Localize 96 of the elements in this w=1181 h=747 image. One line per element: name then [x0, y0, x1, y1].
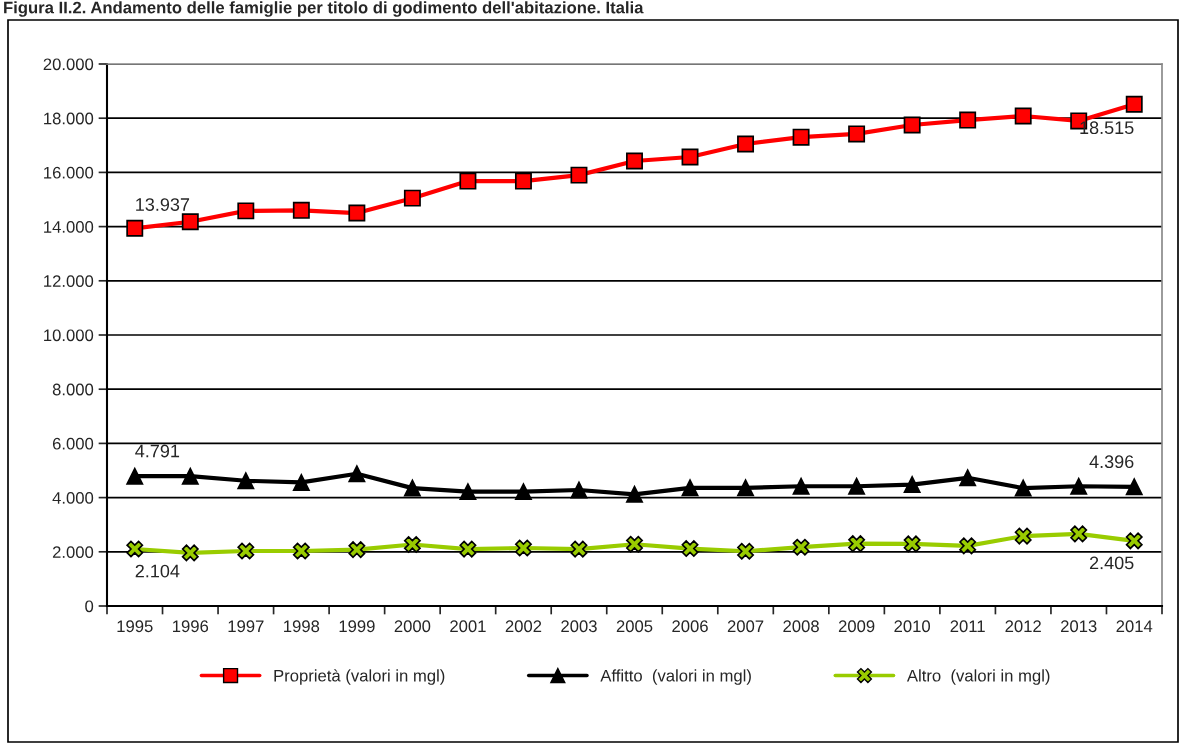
x-tick-label: 2008: [783, 620, 819, 633]
x-tick-label: 1996: [173, 620, 209, 633]
data-label: 18.515: [1080, 121, 1134, 135]
y-tick-label: 14.000: [44, 221, 94, 233]
chart-title: Figura II.2. Andamento delle famiglie per titolo di godimento dell'abitazione. Italia: [4, 1, 644, 17]
point: [126, 540, 144, 558]
y-tick-label: 20.000: [43, 58, 94, 71]
point: [126, 219, 144, 237]
point: [1125, 478, 1143, 496]
point: [292, 542, 310, 560]
x-tick-label: 1998: [284, 620, 320, 633]
point: [126, 467, 144, 485]
point: [459, 483, 477, 501]
point: [681, 148, 699, 166]
point: [1014, 479, 1032, 497]
x-tick-label: 2003: [561, 620, 597, 633]
point: [348, 204, 366, 222]
point: [348, 541, 366, 559]
point: [1125, 532, 1143, 550]
x-tick-label: 2000: [394, 620, 431, 633]
data-label: 2.104: [135, 564, 180, 578]
point: [848, 125, 866, 143]
y-tick-label: 10.000: [44, 329, 94, 342]
legend-label: Altro (valori in mgl): [906, 669, 1050, 685]
y-tick-label: 8.000: [52, 383, 94, 396]
y-tick-label: 2.000: [52, 546, 94, 558]
x-tick-label: 2011: [950, 620, 985, 633]
x-tick-label: 2005: [616, 620, 653, 633]
point: [1014, 107, 1032, 125]
x-tick-label: 2006: [672, 620, 708, 633]
point: [681, 479, 699, 497]
point: [181, 213, 199, 231]
point: [626, 485, 643, 503]
point: [737, 479, 755, 497]
point: [737, 135, 755, 153]
y-tick-label: 4.000: [52, 492, 94, 504]
x-tick-label: 2002: [505, 620, 542, 633]
legend-label: Proprietà (valori in mgl): [274, 669, 445, 685]
x-tick-label: 2014: [1116, 620, 1153, 633]
point: [181, 544, 199, 562]
point: [959, 469, 977, 487]
point: [1070, 477, 1088, 495]
point: [403, 189, 421, 207]
point: [237, 202, 255, 220]
point: [681, 540, 699, 558]
point: [792, 128, 810, 146]
point: [514, 539, 532, 557]
x-tick-label: 2007: [727, 620, 764, 633]
legend-label: Affitto (valori in mgl): [600, 669, 751, 685]
point: [959, 537, 977, 555]
point: [737, 542, 755, 560]
point: [626, 535, 643, 553]
point: [459, 540, 477, 558]
point: [292, 473, 310, 491]
point: [792, 538, 810, 556]
point: [903, 535, 921, 553]
point: [1125, 95, 1143, 113]
y-tick-label: 12.000: [44, 275, 94, 287]
point: [1014, 527, 1032, 545]
x-tick-label: 2013: [1061, 620, 1097, 633]
y-tick-label: 18.000: [44, 112, 94, 125]
point: [570, 481, 588, 499]
data-label: 2.405: [1089, 556, 1134, 570]
point: [903, 476, 921, 494]
data-label: 4.396: [1089, 455, 1134, 469]
x-tick-label: 2009: [838, 620, 875, 633]
point: [570, 166, 588, 184]
point: [1070, 525, 1088, 543]
data-label: 13.937: [136, 198, 190, 211]
point: [348, 465, 366, 483]
x-tick-label: 1999: [339, 620, 375, 633]
y-tick-label: 16.000: [44, 166, 94, 179]
point: [292, 201, 310, 219]
x-tick-label: 2012: [1005, 620, 1041, 633]
data-label: 4.791: [135, 444, 180, 458]
point: [903, 116, 921, 134]
x-tick-label: 2001: [450, 620, 486, 633]
point: [848, 477, 866, 495]
x-tick-label: 2010: [894, 620, 931, 633]
x-tick-label: 1995: [117, 620, 153, 633]
point: [181, 467, 199, 485]
point: [848, 535, 866, 553]
point: [626, 152, 643, 170]
point: [959, 111, 977, 129]
y-tick-label: 0: [85, 600, 94, 613]
point: [237, 542, 255, 560]
point: [403, 536, 421, 553]
point: [792, 477, 810, 495]
point: [403, 479, 421, 497]
point: [459, 172, 477, 190]
point: [237, 472, 255, 490]
point: [514, 172, 532, 190]
point: [570, 540, 588, 558]
x-tick-label: 1997: [228, 620, 264, 633]
point: [514, 483, 532, 501]
y-tick-label: 6.000: [52, 437, 94, 450]
